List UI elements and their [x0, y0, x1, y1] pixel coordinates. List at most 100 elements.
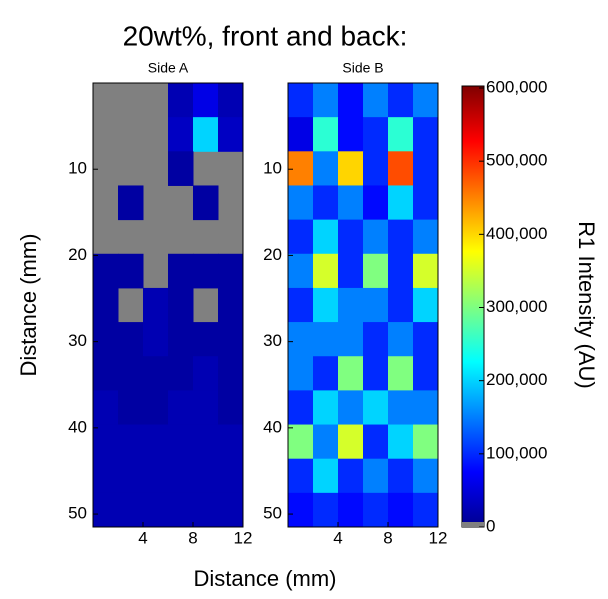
heatmap-cell — [413, 356, 439, 391]
heatmap-cell — [413, 322, 439, 357]
heatmap-cell — [143, 356, 169, 391]
x-tick-label: 8 — [188, 528, 197, 547]
heatmap-cell — [313, 219, 339, 255]
heatmap-cell — [338, 185, 364, 221]
colorbar-missing — [462, 522, 484, 527]
heatmap-cell — [338, 253, 364, 289]
heatmap-cell — [388, 458, 414, 494]
heatmap-cell — [413, 83, 439, 118]
heatmap-cell — [168, 83, 194, 118]
heatmap-cell — [388, 492, 414, 528]
heatmap-cell — [168, 322, 194, 357]
y-tick-label: 40 — [68, 417, 87, 436]
heatmap-cell — [338, 424, 364, 460]
heatmap-cell — [413, 151, 439, 186]
heatmap-cell — [313, 356, 339, 391]
heatmap-cell — [218, 424, 244, 460]
heatmap-cell — [288, 219, 314, 255]
heatmap-cell — [168, 356, 194, 391]
heatmap-cell — [168, 458, 194, 494]
colorbar-tick-label: 200,000 — [486, 370, 547, 389]
heatmap-cell — [363, 390, 389, 426]
heatmap-cell — [413, 253, 439, 289]
heatmap-cell — [218, 117, 244, 152]
heatmap-cell — [313, 287, 339, 323]
heatmap-cell — [288, 185, 314, 221]
heatmap-cell — [388, 151, 414, 186]
heatmap-cell — [118, 424, 144, 460]
x-axis-label: Distance (mm) — [193, 566, 336, 591]
heatmap-cell — [388, 390, 414, 426]
heatmap-cell — [143, 322, 169, 357]
y-tick-label: 20 — [68, 245, 87, 264]
heatmap-cell — [288, 492, 314, 528]
heatmap-cell — [168, 492, 194, 528]
heatmap-cell — [218, 253, 244, 289]
heatmap-cell — [288, 253, 314, 289]
plot-frame — [92, 82, 244, 528]
panel-title: Side B — [342, 60, 383, 76]
heatmap-cell — [388, 356, 414, 391]
heatmap-cell — [288, 287, 314, 323]
heatmap-cell — [413, 492, 439, 528]
x-tick-label: 12 — [234, 528, 253, 547]
heatmap-cell — [93, 492, 119, 528]
y-tick-label: 40 — [263, 417, 282, 436]
heatmap-cell — [93, 253, 119, 289]
heatmap-cell — [338, 83, 364, 118]
x-tick-label: 4 — [138, 528, 147, 547]
heatmap-cell — [288, 390, 314, 426]
heatmap-cell — [193, 322, 219, 357]
heatmap-cell — [118, 185, 144, 221]
heatmap-cell — [413, 287, 439, 323]
heatmap-cell — [193, 83, 219, 118]
y-tick-label: 50 — [263, 504, 282, 523]
heatmap-cell — [313, 151, 339, 186]
heatmap-cell — [388, 185, 414, 221]
heatmap-cell — [313, 458, 339, 494]
heatmap-cell — [193, 492, 219, 528]
heatmap-cell — [143, 287, 169, 323]
heatmap-cell — [363, 322, 389, 357]
colorbar-tick-label: 600,000 — [486, 77, 547, 96]
heatmap-cell — [388, 253, 414, 289]
heatmap-cell — [288, 424, 314, 460]
heatmap-cell — [338, 322, 364, 357]
heatmap-cell — [218, 492, 244, 528]
heatmap-cell — [118, 390, 144, 426]
heatmap-cell — [388, 287, 414, 323]
colorbar-tick-label: 400,000 — [486, 224, 547, 243]
heatmap-cell — [338, 117, 364, 152]
heatmap-cell — [193, 424, 219, 460]
x-tick-label: 8 — [383, 528, 392, 547]
heatmap-cell — [118, 458, 144, 494]
heatmap-cell — [93, 390, 119, 426]
heatmap-cell — [313, 117, 339, 152]
heatmap-cell — [338, 287, 364, 323]
heatmap-cell — [338, 151, 364, 186]
heatmap-cell — [363, 253, 389, 289]
heatmap-cell — [413, 424, 439, 460]
heatmap-cell — [413, 185, 439, 221]
heatmap-cell — [93, 458, 119, 494]
heatmap-cell — [168, 424, 194, 460]
heatmap-cell — [193, 458, 219, 494]
y-axis-label: Distance (mm) — [16, 233, 41, 376]
heatmap-cell — [288, 458, 314, 494]
figure-title: 20wt%, front and back: — [123, 20, 408, 51]
heatmap-cell — [168, 151, 194, 186]
heatmap-cell — [218, 322, 244, 357]
heatmap-cell — [118, 322, 144, 357]
heatmap-cell — [313, 185, 339, 221]
heatmap-cell — [313, 253, 339, 289]
heatmap-cell — [413, 390, 439, 426]
heatmap-cell — [288, 356, 314, 391]
heatmap-cell — [218, 287, 244, 323]
y-tick-label: 10 — [68, 159, 87, 178]
heatmap-cell — [313, 390, 339, 426]
y-tick-label: 30 — [263, 331, 282, 350]
colorbar-tick-label: 500,000 — [486, 151, 547, 170]
colorbar-label: R1 Intensity (AU) — [574, 221, 599, 389]
heatmap-cell — [93, 424, 119, 460]
